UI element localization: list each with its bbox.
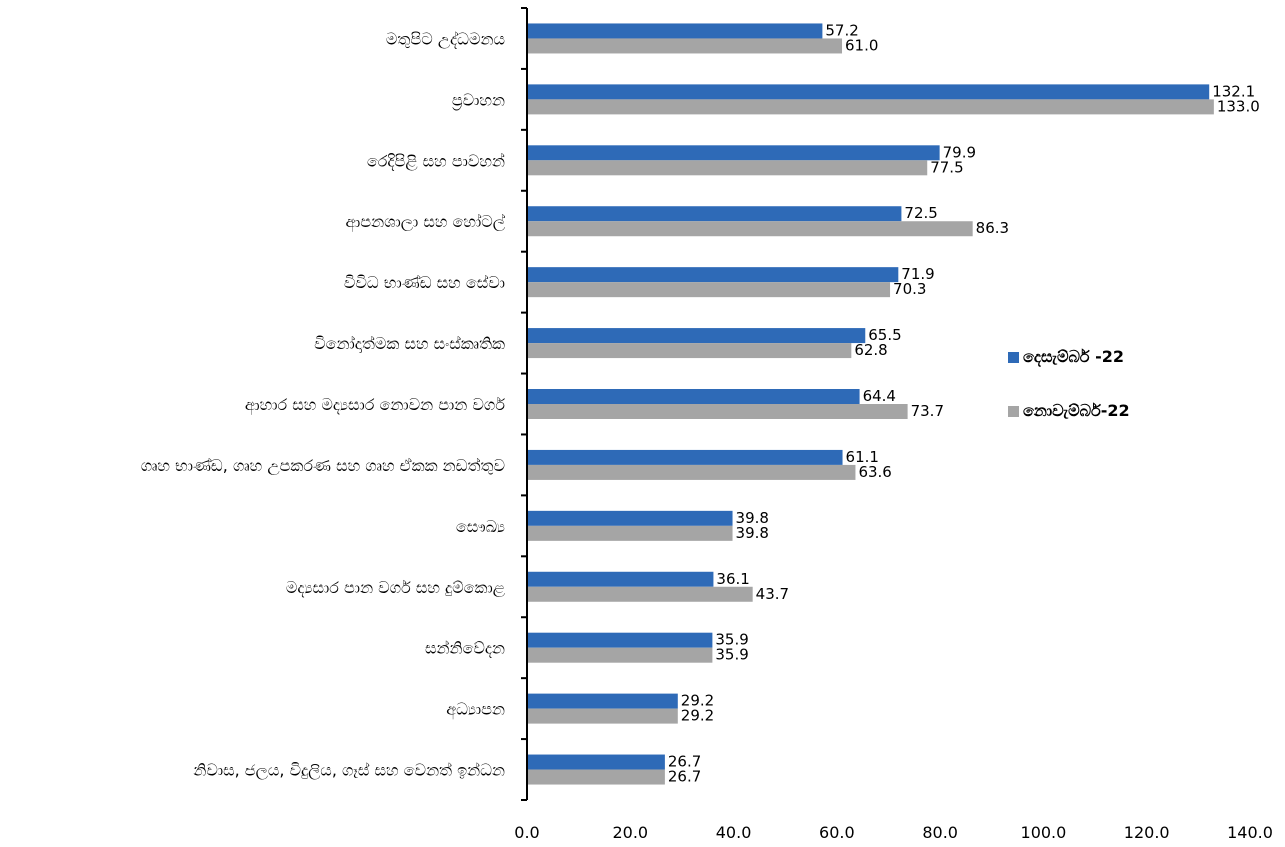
category-label: මද්‍යසාර පාන වර්ග සහ දුම්කොළ: [286, 578, 505, 598]
legend-swatch-december: [1008, 351, 1019, 363]
value-label-december: 26.7: [668, 753, 701, 771]
category-label: ආපනශාලා සහ හෝටල්: [346, 212, 506, 232]
category-label: සන්නිවේදන: [425, 639, 505, 658]
category-label: ආහාර සහ මද්‍යසාර නොවන පාන වර්ග: [245, 395, 505, 415]
bar-december: [527, 449, 843, 465]
bars: [527, 23, 1214, 785]
value-label-november: 86.3: [976, 219, 1009, 237]
value-label-december: 65.5: [868, 326, 901, 344]
legend-item-december: දෙසැම්බර් -22: [1008, 345, 1130, 369]
category-label: අධ්‍යාපන: [446, 700, 505, 720]
value-label-december: 36.1: [716, 570, 749, 588]
x-tick-label: 80.0: [922, 823, 958, 842]
x-tick-label: 40.0: [716, 823, 752, 842]
bar-november: [527, 282, 891, 298]
bar-december: [527, 693, 678, 709]
value-label-november: 61.0: [845, 36, 878, 54]
bar-december: [527, 206, 902, 222]
bar-november: [527, 708, 678, 724]
value-label-december: 79.9: [943, 143, 976, 161]
bar-december: [527, 23, 823, 39]
value-label-december: 39.8: [736, 509, 769, 527]
value-label-november: 29.2: [681, 707, 714, 725]
bar-december: [527, 632, 713, 648]
bar-november: [527, 525, 733, 541]
bar-november: [527, 586, 753, 602]
value-label-december: 132.1: [1212, 82, 1255, 100]
x-axis-ticks: 0.0 20.0 40.0 60.0 80.0 100.0 120.0 140.0: [514, 823, 1273, 842]
bar-november: [527, 769, 665, 785]
bar-november: [527, 160, 928, 176]
legend-label-november: නොවැම්බර්-22: [1023, 401, 1130, 420]
bar-december: [527, 571, 714, 587]
bar-december: [527, 145, 940, 161]
value-label-november: 26.7: [668, 768, 701, 786]
value-label-november: 77.5: [930, 158, 963, 176]
bar-november: [527, 647, 713, 663]
bar-december: [527, 389, 860, 404]
category-label: විවිධ භාණ්ඩ සහ සේවා: [344, 273, 505, 292]
value-label-december: 35.9: [715, 631, 748, 649]
category-label: සෞඛ්‍ය: [456, 517, 505, 536]
value-label-november: 70.3: [893, 280, 926, 298]
bar-november: [527, 221, 973, 237]
bar-november: [527, 464, 856, 480]
value-label-december: 71.9: [901, 265, 934, 283]
bar-december: [527, 267, 899, 283]
bar-december: [527, 754, 665, 770]
bar-november: [527, 343, 852, 359]
value-label-december: 64.4: [863, 387, 896, 405]
category-label: ගෘහ භාණ්ඩ, ගෘහ උපකරණ සහ ගෘහ ඒකක නඩත්තුව: [141, 456, 505, 476]
legend-item-november: නොවැම්බර්-22: [1008, 399, 1130, 423]
value-label-november: 133.0: [1217, 97, 1260, 115]
x-tick-label: 140.0: [1227, 823, 1273, 842]
value-label-december: 72.5: [904, 204, 937, 222]
category-label: නිවාස, ජලය, විදුලිය, ගෑස් සහ වෙනත් ඉන්ධන: [193, 761, 505, 781]
value-label-november: 43.7: [756, 585, 789, 603]
value-label-november: 62.8: [854, 341, 887, 359]
legend-swatch-november: [1008, 405, 1019, 417]
category-label: විනෝදාත්මක සහ සංස්කෘතික: [314, 334, 505, 353]
bar-november: [527, 99, 1214, 115]
x-tick-label: 100.0: [1021, 823, 1067, 842]
bar-december: [527, 84, 1210, 100]
x-tick-label: 20.0: [612, 823, 648, 842]
bar-december: [527, 328, 866, 344]
bar-november: [527, 38, 843, 54]
value-label-december: 61.1: [846, 448, 879, 466]
value-label-november: 63.6: [858, 463, 891, 481]
legend: දෙසැම්බර් -22 නොවැම්බර්-22: [1008, 345, 1130, 453]
axes: [521, 7, 528, 801]
bar-december: [527, 510, 733, 526]
category-label: රෙදිපිළි සහ පාවහන්: [367, 151, 505, 171]
category-label: ප්‍රවාහන: [452, 90, 505, 110]
x-tick-label: 120.0: [1124, 823, 1170, 842]
category-labels: මතුපිට උද්ධමනය ප්‍රවාහන රෙදිපිළි සහ පාවහන්…: [141, 29, 506, 780]
value-label-december: 29.2: [681, 692, 714, 710]
bar-november: [527, 404, 908, 419]
category-label: මතුපිට උද්ධමනය: [386, 29, 505, 49]
value-label-november: 73.7: [911, 402, 944, 420]
legend-label-december: දෙසැම්බර් -22: [1023, 347, 1125, 366]
value-label-november: 39.8: [736, 524, 769, 542]
value-label-december: 57.2: [825, 21, 858, 39]
value-label-november: 35.9: [715, 646, 748, 664]
x-tick-label: 60.0: [819, 823, 855, 842]
x-tick-label: 0.0: [514, 823, 539, 842]
